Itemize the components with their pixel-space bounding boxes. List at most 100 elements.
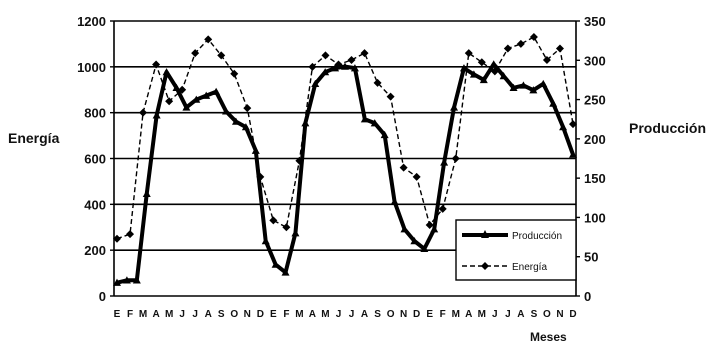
- energia-point: [347, 55, 356, 64]
- x-axis-title: Meses: [530, 330, 567, 341]
- produccion-point: [341, 62, 349, 70]
- produccion-point: [440, 158, 449, 166]
- produccion-point: [231, 117, 240, 125]
- energia-point: [529, 33, 538, 42]
- month-label: A: [309, 309, 316, 320]
- month-label: S: [531, 309, 538, 320]
- left-tick-label: 200: [84, 243, 106, 258]
- legend: Producción Energía: [455, 219, 577, 281]
- energia-point: [438, 204, 447, 213]
- produccion-point: [549, 99, 558, 107]
- energia-point: [204, 35, 213, 44]
- produccion-point: [132, 276, 141, 284]
- right-tick-label: 150: [584, 171, 606, 186]
- month-label: M: [295, 309, 303, 320]
- month-label: O: [387, 309, 395, 320]
- month-label: E: [426, 309, 433, 320]
- produccion-point: [539, 79, 548, 88]
- produccion-point: [420, 244, 429, 253]
- produccion-point: [569, 150, 577, 158]
- month-label: F: [127, 309, 133, 320]
- energia-point: [217, 51, 226, 60]
- energia-point: [243, 104, 252, 113]
- month-label: F: [283, 309, 289, 320]
- month-label: D: [413, 309, 420, 320]
- legend-produccion-marker: [481, 230, 489, 238]
- month-label: M: [478, 309, 486, 320]
- produccion-point: [459, 64, 468, 72]
- produccion-point: [271, 260, 280, 268]
- legend-energia-label: Energía: [512, 262, 547, 273]
- month-label: E: [270, 309, 277, 320]
- left-axis-tick-labels: 0 200 400 600 800 1000 1200: [77, 14, 114, 304]
- right-tick-label: 100: [584, 210, 606, 225]
- produccion-point: [380, 130, 389, 139]
- produccion-point: [450, 103, 459, 111]
- produccion-point: [291, 229, 300, 237]
- produccion-point: [172, 83, 181, 91]
- month-label: A: [205, 309, 212, 320]
- left-tick-label: 600: [84, 152, 106, 167]
- month-label: J: [349, 309, 355, 320]
- produccion-point: [331, 64, 340, 72]
- right-tick-label: 350: [584, 14, 606, 29]
- month-label: D: [257, 309, 264, 320]
- energia-point: [139, 108, 148, 117]
- energia-point: [126, 230, 135, 239]
- produccion-point: [251, 146, 260, 154]
- produccion-point: [410, 237, 419, 245]
- energia-point: [451, 154, 460, 163]
- energia-point: [386, 92, 395, 101]
- legend-energia-marker: [481, 262, 489, 270]
- energia-point: [399, 163, 408, 172]
- produccion-point: [390, 197, 399, 205]
- month-label: S: [374, 309, 381, 320]
- produccion-point: [321, 68, 330, 76]
- produccion-point: [370, 119, 379, 127]
- legend-box: [455, 219, 577, 281]
- energia-point: [425, 220, 434, 229]
- produccion-point: [559, 123, 568, 131]
- produccion-point: [241, 123, 250, 131]
- energia-point: [464, 49, 473, 58]
- left-tick-label: 800: [84, 106, 106, 121]
- produccion-point: [261, 237, 270, 245]
- produccion-point: [212, 87, 221, 95]
- produccion-point: [301, 119, 310, 127]
- energia-point: [516, 39, 525, 48]
- produccion-point: [311, 79, 320, 88]
- energia-point: [373, 78, 382, 87]
- left-tick-label: 1000: [77, 60, 106, 75]
- right-tick-label: 300: [584, 53, 606, 68]
- month-label: O: [230, 309, 238, 320]
- gridlines: [114, 20, 576, 251]
- energia-point: [412, 172, 421, 181]
- right-tick-label: 0: [584, 289, 591, 304]
- energia-point: [542, 55, 551, 64]
- month-label: A: [465, 309, 472, 320]
- produccion-point: [142, 189, 151, 198]
- month-label: S: [218, 309, 225, 320]
- month-label: J: [505, 309, 511, 320]
- month-label: N: [244, 309, 251, 320]
- month-label: O: [543, 309, 551, 320]
- right-tick-label: 50: [584, 250, 598, 265]
- month-label: J: [192, 309, 198, 320]
- energia-point: [282, 223, 291, 232]
- produccion-point: [529, 86, 538, 94]
- produccion-point: [499, 72, 508, 80]
- left-tick-label: 1200: [77, 14, 106, 29]
- month-label: A: [517, 309, 524, 320]
- produccion-point: [509, 83, 518, 91]
- produccion-point: [479, 75, 488, 84]
- produccion-point: [350, 64, 359, 72]
- produccion-point: [430, 225, 439, 233]
- produccion-point: [281, 268, 290, 276]
- produccion-point: [489, 60, 498, 68]
- produccion-point: [162, 68, 171, 76]
- produccion-point: [152, 111, 161, 119]
- month-label: J: [179, 309, 185, 320]
- energia-point: [191, 49, 200, 58]
